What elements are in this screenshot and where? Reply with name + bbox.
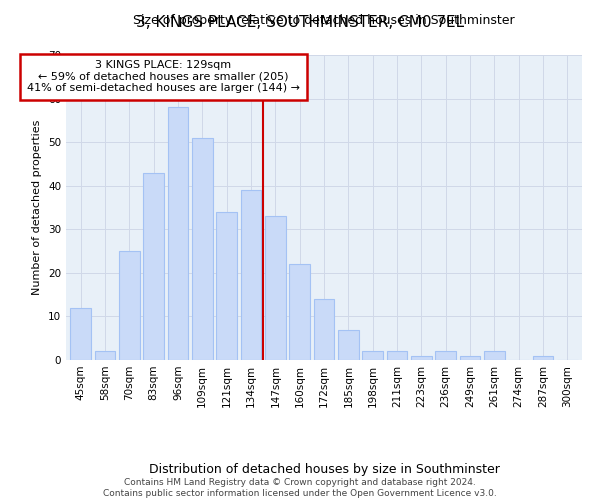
Bar	[265, 216, 286, 360]
Y-axis label: Number of detached properties: Number of detached properties	[32, 120, 43, 295]
Bar	[386, 352, 407, 360]
Bar	[95, 352, 115, 360]
Bar	[533, 356, 553, 360]
Text: 3, KINGS PLACE, SOUTHMINSTER, CM0 7EL: 3, KINGS PLACE, SOUTHMINSTER, CM0 7EL	[136, 15, 464, 30]
Text: 3 KINGS PLACE: 129sqm
← 59% of detached houses are smaller (205)
41% of semi-det: 3 KINGS PLACE: 129sqm ← 59% of detached …	[27, 60, 300, 94]
Title: Size of property relative to detached houses in Southminster: Size of property relative to detached ho…	[133, 14, 515, 28]
Bar	[314, 299, 334, 360]
Bar	[167, 108, 188, 360]
Bar	[411, 356, 432, 360]
Bar	[436, 352, 456, 360]
Bar	[70, 308, 91, 360]
Text: Contains HM Land Registry data © Crown copyright and database right 2024.
Contai: Contains HM Land Registry data © Crown c…	[103, 478, 497, 498]
Bar	[338, 330, 359, 360]
Bar	[119, 251, 140, 360]
Bar	[362, 352, 383, 360]
X-axis label: Distribution of detached houses by size in Southminster: Distribution of detached houses by size …	[149, 462, 499, 475]
Bar	[484, 352, 505, 360]
Bar	[289, 264, 310, 360]
Bar	[241, 190, 262, 360]
Bar	[143, 172, 164, 360]
Bar	[460, 356, 481, 360]
Bar	[216, 212, 237, 360]
Bar	[192, 138, 212, 360]
